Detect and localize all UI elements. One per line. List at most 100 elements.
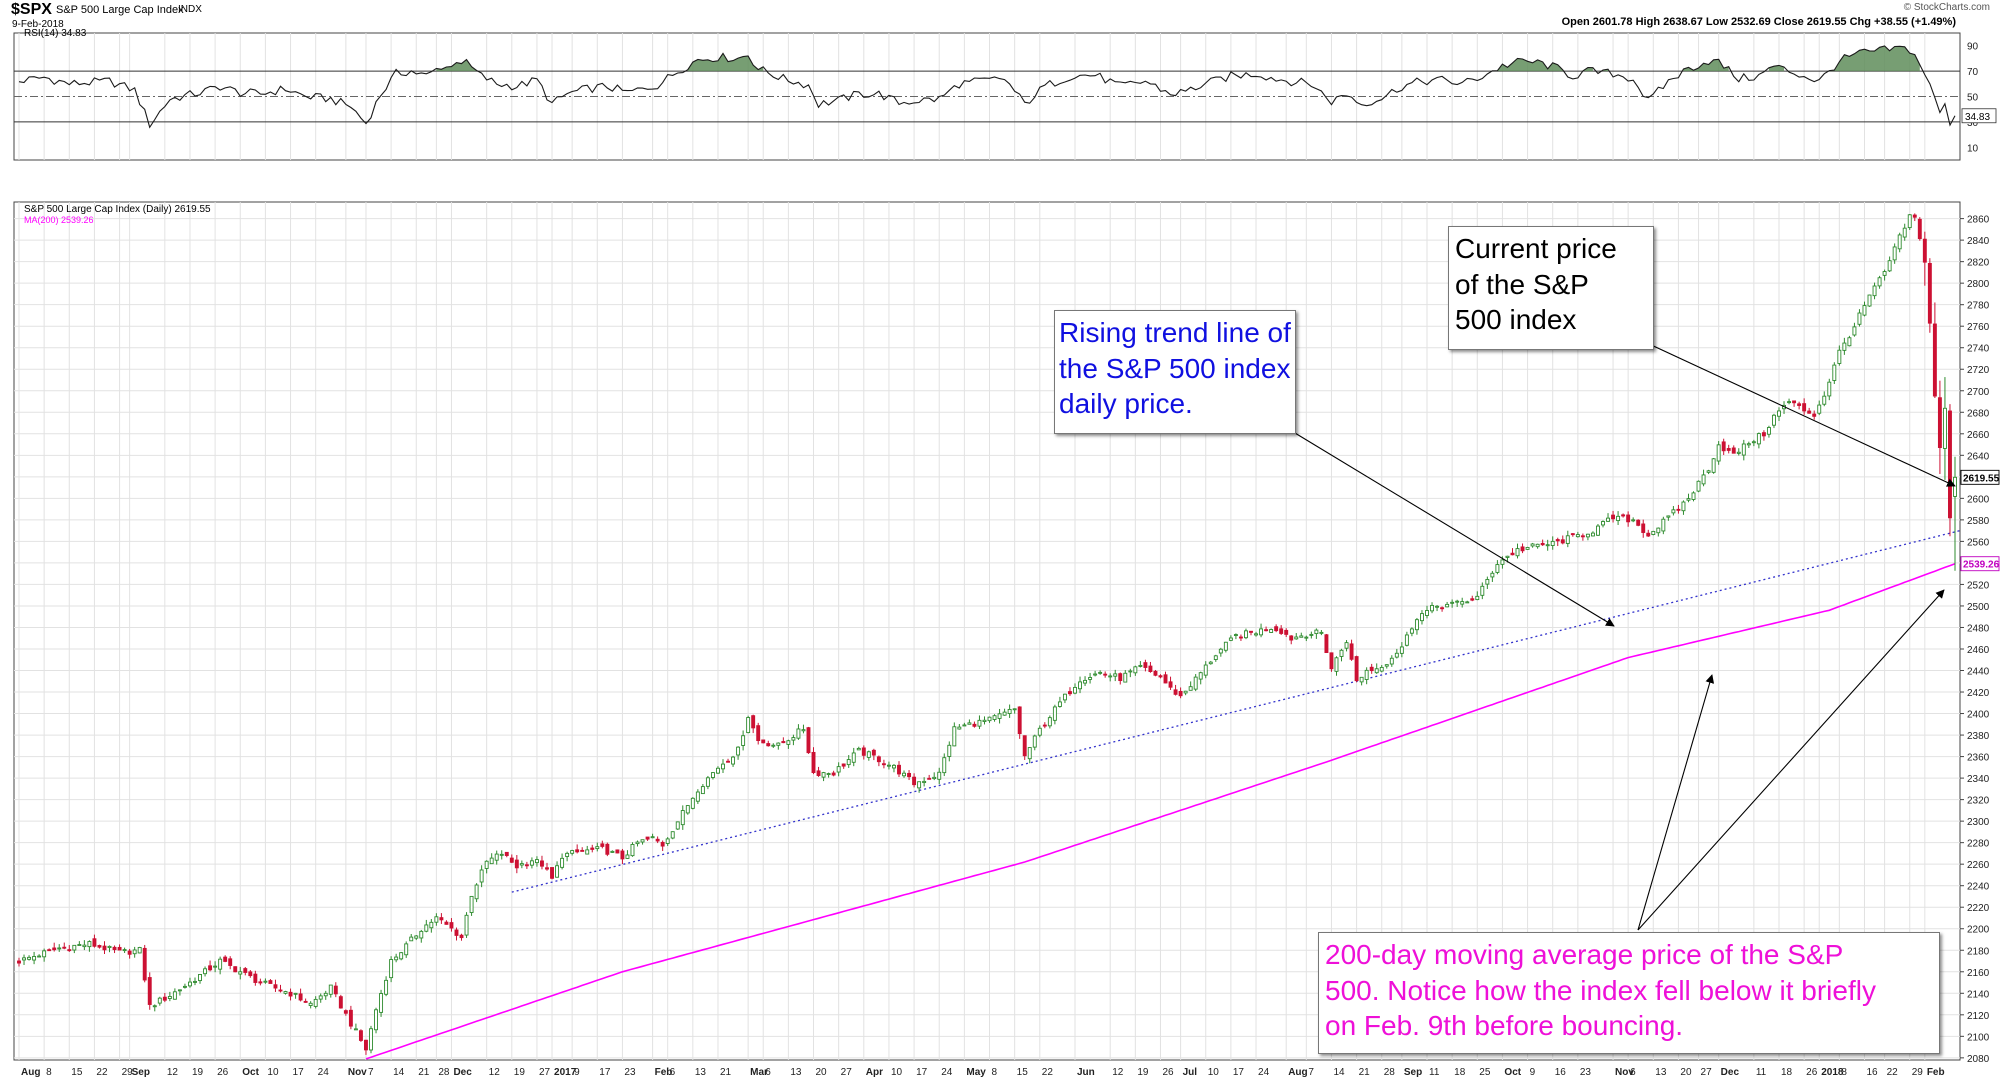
candle-body [756,725,761,741]
candle-body [1244,630,1248,639]
candle-body [1359,676,1364,683]
candle-body [1701,474,1706,485]
candle-body [871,749,876,756]
candle-body [1314,629,1319,635]
candle-body [32,956,37,961]
candle-body [1208,661,1213,665]
candle-body [132,949,137,955]
price-tick-label: 2200 [1967,925,1990,936]
candle-body [640,839,645,843]
candle-body [821,772,826,778]
candle-body [1455,600,1460,603]
ma-callout-line-1: 200-day moving average price of the S&P [1325,939,1844,970]
candle-body [982,719,987,722]
candle-body [1862,305,1867,316]
candle-body [1007,708,1012,714]
x-axis-label: 2018 [1821,1067,1844,1078]
price-tick-label: 2460 [1967,645,1990,656]
candle-body [1093,673,1098,676]
candle-body [892,764,896,769]
candle-body [1917,218,1922,240]
candle-body [509,857,514,863]
candle-body [1847,337,1852,347]
candle-body [97,945,102,948]
candle-body [726,760,730,763]
x-axis-label: 8 [992,1067,998,1078]
price-legend: S&P 500 Large Cap Index (Daily) 2619.55 [24,204,211,215]
candle-body [826,773,831,776]
candle-body [1460,601,1465,605]
candle-body [1807,410,1812,414]
candle-body [746,717,751,734]
candle-body [1867,294,1872,307]
candle-body [1485,579,1490,585]
candle-body [1580,535,1585,538]
candle-body [1389,657,1394,665]
candle-body [102,945,107,951]
rising-trend-line [511,530,1961,893]
candle-body [1686,498,1691,501]
x-axis-label: 9 [574,1067,580,1078]
candle-body [786,740,791,745]
candle-body [1299,635,1304,638]
candle-body [1128,670,1133,673]
candle-body [856,747,861,751]
candle-body [1505,555,1510,558]
candle-body [1560,539,1565,544]
candle-body [218,958,223,970]
candle-body [580,849,585,852]
x-axis-label: 14 [393,1067,405,1078]
candle-body [62,946,67,949]
candle-body [1621,514,1626,517]
candle-body [1897,234,1902,250]
rsi-overbought-shade [436,59,477,72]
candle-body [635,841,640,845]
candle-body [866,751,871,758]
candle-body [1948,410,1952,519]
candle-body [379,993,384,1013]
candle-body [615,849,620,854]
candle-body [1108,675,1113,678]
candle-body [1937,397,1942,448]
candle-body [1716,444,1721,462]
ma-callout-arrow-1 [1637,674,1715,931]
candle-body [570,850,575,854]
candle-body [514,859,519,869]
candle-body [1037,727,1042,736]
price-tick-label: 2260 [1967,860,1990,871]
price-tick-label: 2160 [1967,968,1990,979]
x-axis-label: Feb [1927,1067,1945,1078]
last-price-tag-label: 2619.55 [1963,473,2000,484]
candle-body [1027,747,1032,760]
trend-line-series [511,530,1961,893]
candle-body [700,786,705,795]
x-axis-label: Dec [1721,1067,1740,1078]
candle-body [1012,708,1017,711]
candle-body [907,772,912,778]
candle-body [92,938,97,947]
candle-body [1545,544,1550,547]
candle-body [364,1039,368,1051]
candle-body [1223,641,1228,651]
candle-body [1555,539,1560,542]
candle-body [1364,669,1369,680]
candle-body [1259,628,1264,636]
candle-body [203,968,208,975]
x-axis-label: 20 [1680,1067,1692,1078]
candle-body [1032,735,1037,748]
x-axis-label: 24 [318,1067,330,1078]
candle-body [1158,675,1163,678]
candle-body [1882,271,1887,276]
ma200-series [365,562,1956,1060]
candle-body [917,781,922,789]
x-axis-label: 7 [368,1067,374,1078]
candle-body [957,726,962,730]
candle-body [897,764,901,775]
candle-body [947,744,952,757]
candle-body [414,935,419,939]
candle-body [1168,681,1173,688]
candle-body [1596,525,1600,536]
rsi-grid [13,32,1961,161]
x-axis-label: 8 [1841,1067,1847,1078]
candle-body [1218,648,1223,654]
